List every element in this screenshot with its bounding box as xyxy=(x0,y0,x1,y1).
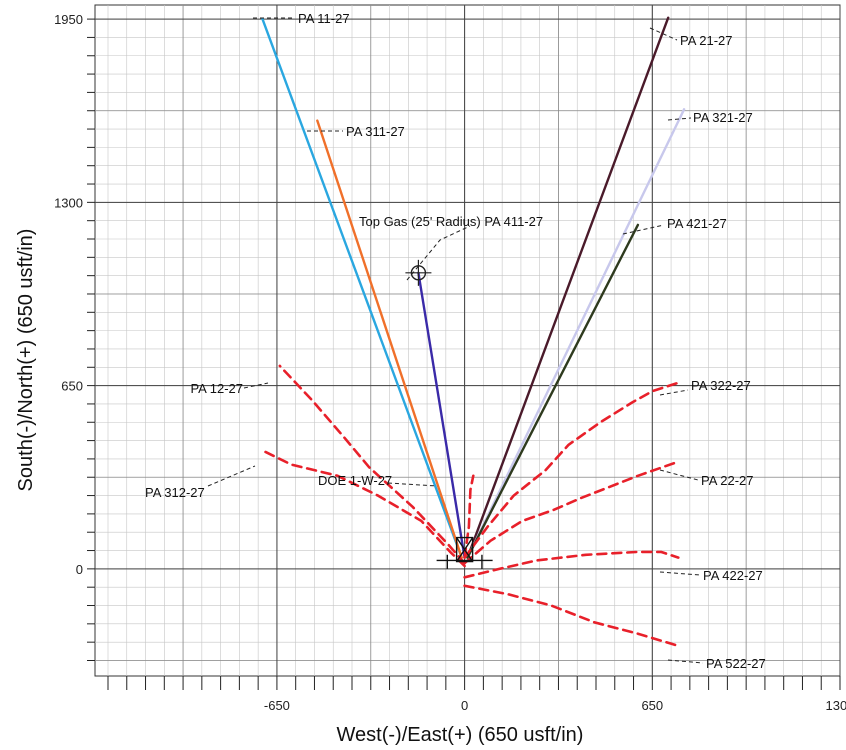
leader-line xyxy=(622,224,665,235)
series-line xyxy=(261,449,466,568)
leader-line xyxy=(659,469,699,481)
y-tick-label: 0 xyxy=(76,562,83,577)
leader-line xyxy=(649,27,678,41)
x-tick-label: 0 xyxy=(461,698,468,713)
well-label: PA 12-27 xyxy=(190,381,243,396)
leader-line xyxy=(207,465,256,487)
well-label: PA 321-27 xyxy=(693,110,753,125)
x-tick-label: 1300 xyxy=(826,698,846,713)
well-label: Top Gas (25' Radius) PA 411-27 xyxy=(359,214,543,229)
well-label: PA 421-27 xyxy=(667,216,727,231)
well-label: PA 11-27 xyxy=(298,11,350,26)
leader-line xyxy=(659,389,689,396)
leader-line xyxy=(659,571,701,576)
well-label: PA 21-27 xyxy=(680,33,733,48)
label-layer: PA 11-27 PA 311-27 Top Gas (25' Radius) PA… xyxy=(145,11,766,671)
series-line xyxy=(463,474,475,559)
y-axis-title: South(-)/North(+) (650 usft/in) xyxy=(15,229,37,492)
leader-line xyxy=(667,659,704,664)
x-axis-title: West(-)/East(+) (650 usft/in) xyxy=(337,724,584,746)
surface-pad-marker xyxy=(455,536,474,563)
leader-line xyxy=(406,225,471,281)
series-line xyxy=(463,460,680,565)
well-label: PA 522-27 xyxy=(706,656,766,671)
series-line xyxy=(463,381,680,559)
marker-layer xyxy=(405,259,493,569)
series-line xyxy=(417,271,466,559)
series-line xyxy=(278,364,466,565)
well-label: PA 311-27 xyxy=(346,124,405,139)
series-line xyxy=(463,550,680,579)
series-line xyxy=(463,584,677,647)
well-label: PA 322-27 xyxy=(691,378,751,393)
series-line xyxy=(466,16,670,559)
leader-line xyxy=(667,117,692,121)
leader-line xyxy=(387,482,438,487)
series-line xyxy=(316,119,463,559)
y-tick-label: 1950 xyxy=(54,12,83,27)
x-tick-label: -650 xyxy=(264,698,290,713)
y-tick-label: 1300 xyxy=(54,195,83,210)
well-label: PA 312-27 xyxy=(145,485,205,500)
series-line xyxy=(261,17,463,559)
well-label: PA 22-27 xyxy=(701,473,754,488)
well-label: PA 422-27 xyxy=(703,568,763,583)
series-line xyxy=(466,108,686,559)
series-layer xyxy=(261,16,686,647)
well-label: DOE 1-W-27 xyxy=(318,473,392,488)
grid-layer: -650 0 650 1300 0 650 1300 1950 xyxy=(54,4,846,713)
series-line xyxy=(466,223,640,559)
y-tick-label: 650 xyxy=(61,379,83,394)
x-tick-label: 650 xyxy=(641,698,663,713)
